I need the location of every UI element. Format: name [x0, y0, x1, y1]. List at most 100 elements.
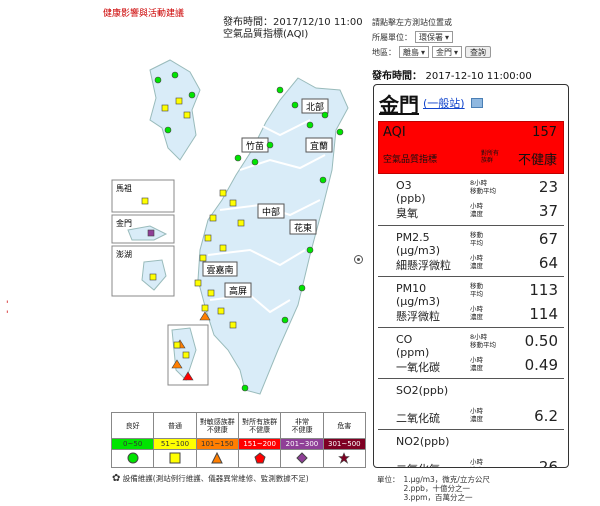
station-marker[interactable] — [219, 244, 227, 252]
unit-line: 3.ppm，百萬分之一 — [403, 493, 473, 502]
station-marker[interactable] — [291, 101, 299, 109]
station-name: 金門 — [379, 92, 419, 117]
station-marker[interactable] — [229, 199, 237, 207]
station-panel: 金門 (一般站) AQI 157 空氣品質指標 對所有族群 不健康 O3 (pp… — [373, 84, 569, 468]
pollutant-cn-name: 二氧化氮 — [396, 461, 440, 467]
index-name-text: 空氣品質指標(AQI) — [223, 29, 309, 40]
pollutant-row: PM2.5 (μg/m3) 細懸浮微粒 移動 平均 67 小時 濃度 64 — [378, 225, 564, 276]
unit-line: 2.ppb，十億分之一 — [403, 484, 470, 493]
station-marker[interactable] — [298, 284, 306, 292]
maintenance-text: 設備維護(測站例行維護、儀器異常維修、監測數據不足) — [122, 474, 309, 483]
station-marker[interactable] — [171, 71, 179, 79]
station-marker[interactable] — [237, 219, 245, 227]
legend-label: 普通 — [153, 412, 197, 439]
label-kinmen: 金門 — [116, 218, 132, 228]
label-zhumiao: 竹苗 — [246, 140, 264, 152]
units-title: 單位： — [377, 475, 400, 484]
hourly-label: 小時 濃度 — [470, 202, 483, 218]
station-marker[interactable] — [182, 371, 194, 381]
taiwan-aqi-map[interactable]: 北部 竹苗 宜蘭 中部 花東 雲嘉南 高屏 — [110, 50, 365, 400]
legend-range: 201~300 — [280, 438, 324, 450]
station-marker[interactable] — [201, 304, 209, 312]
station-select[interactable]: 金門 ▾ — [432, 46, 463, 58]
station-marker[interactable] — [266, 141, 274, 149]
label-gaoping: 高屏 — [229, 285, 247, 297]
station-marker[interactable] — [306, 121, 314, 129]
pollutant-list: O3 (ppb) 臭氧 8小時 移動平均 23 小時 濃度 37 PM2.5 (μg/m3)… — [374, 174, 568, 467]
unit-line: 1.μg/m3，微克/立方公尺 — [403, 475, 490, 484]
station-marker[interactable] — [281, 316, 289, 324]
station-marker[interactable] — [209, 214, 217, 222]
hourly-label: 小時 濃度 — [470, 407, 483, 423]
query-button[interactable]: 查詢 — [465, 46, 492, 58]
station-marker[interactable] — [204, 234, 212, 242]
legend-ranges-row: 0~50 51~100 101~150 151~200 201~300 301~… — [110, 438, 367, 450]
station-marker[interactable] — [234, 154, 242, 162]
station-marker[interactable] — [171, 359, 183, 369]
label-yunjianan: 雲嘉南 — [206, 264, 233, 276]
taiwan-island[interactable] — [197, 77, 349, 395]
pollutant-cn-name: 細懸浮微粒 — [396, 259, 451, 272]
legend-labels-row: 良好 普通 對敏感族群 不健康 對所有族群 不健康 非常 不健康 危害 — [110, 412, 367, 439]
station-marker[interactable] — [147, 229, 155, 237]
station-marker[interactable] — [219, 189, 227, 197]
pollutant-row: SO2(ppb) 二氧化硫 小時 濃度 6.2 — [378, 378, 564, 429]
chart-icon[interactable] — [470, 98, 483, 108]
unit-row: 所屬單位： 環保署 ▾ — [372, 31, 454, 43]
station-marker[interactable] — [173, 341, 181, 349]
publish-time-row: 發布時間： 2017-12-10 11:00:00 — [372, 67, 532, 82]
station-marker[interactable] — [321, 111, 329, 119]
station-marker[interactable] — [183, 111, 191, 119]
aqi-label: AQI — [383, 125, 406, 140]
left-edge-marks: ' ' — [6, 300, 9, 320]
map-svg[interactable]: 北部 竹苗 宜蘭 中部 花東 雲嘉南 高屏 — [110, 50, 365, 400]
matsu-island[interactable] — [149, 59, 201, 161]
legend-range: 0~50 — [110, 438, 155, 450]
station-marker[interactable] — [199, 311, 211, 321]
label-north: 北部 — [306, 101, 324, 113]
station-marker[interactable] — [207, 289, 215, 297]
pollutant-name: NO2(ppb) — [396, 435, 450, 448]
pentagon-icon — [237, 449, 282, 468]
publish-time-value: 2017-12-10 11:00:00 — [425, 71, 532, 82]
aqi-status: 不健康 — [517, 153, 557, 168]
avg-value: 113 — [529, 281, 558, 299]
legend-range: 101~150 — [195, 438, 239, 450]
legend-label: 危害 — [322, 412, 367, 439]
chevron-down-icon: ▾ — [421, 47, 426, 57]
unit-select[interactable]: 環保署 ▾ — [415, 31, 454, 43]
station-marker[interactable] — [154, 76, 162, 84]
station-marker[interactable] — [199, 254, 207, 262]
station-marker[interactable] — [164, 126, 172, 134]
area-select[interactable]: 離島 ▾ — [399, 46, 430, 58]
station-marker[interactable] — [175, 97, 183, 105]
station-marker[interactable] — [217, 307, 225, 315]
pollutant-name: PM10 (μg/m3) — [396, 282, 440, 308]
maintenance-note: ✿ 設備維護(測站例行維護、儀器異常維修、監測數據不足) — [112, 473, 309, 484]
station-marker[interactable] — [194, 279, 202, 287]
label-penghu: 澎湖 — [116, 249, 132, 259]
radio-button[interactable] — [354, 255, 363, 264]
pollutant-cn-name: 臭氧 — [396, 207, 418, 220]
station-markers[interactable] — [154, 71, 344, 392]
avg-value: 67 — [538, 230, 558, 248]
station-marker[interactable] — [229, 321, 237, 329]
station-marker[interactable] — [319, 176, 327, 184]
station-marker[interactable] — [161, 104, 169, 112]
units-note: 單位： 1.μg/m3，微克/立方公尺 2.ppb，十億分之一 3.ppm，百萬… — [377, 475, 490, 502]
station-marker[interactable] — [141, 197, 149, 205]
label-yilan: 宜蘭 — [310, 140, 328, 152]
station-marker[interactable] — [276, 86, 284, 94]
station-marker[interactable] — [306, 246, 314, 254]
station-marker[interactable] — [182, 351, 190, 359]
station-type-link[interactable]: (一般站) — [423, 97, 465, 110]
station-marker[interactable] — [241, 384, 249, 392]
station-marker[interactable] — [336, 128, 344, 136]
avg-label: 移動 平均 — [470, 231, 483, 247]
health-advice-link[interactable]: 健康影響與活動建議 — [103, 9, 185, 19]
pollutant-row: O3 (ppb) 臭氧 8小時 移動平均 23 小時 濃度 37 — [378, 174, 564, 225]
station-marker[interactable] — [251, 158, 259, 166]
station-marker[interactable] — [188, 91, 196, 99]
legend-label: 對敏感族群 不健康 — [195, 412, 239, 439]
station-marker[interactable] — [149, 273, 157, 281]
